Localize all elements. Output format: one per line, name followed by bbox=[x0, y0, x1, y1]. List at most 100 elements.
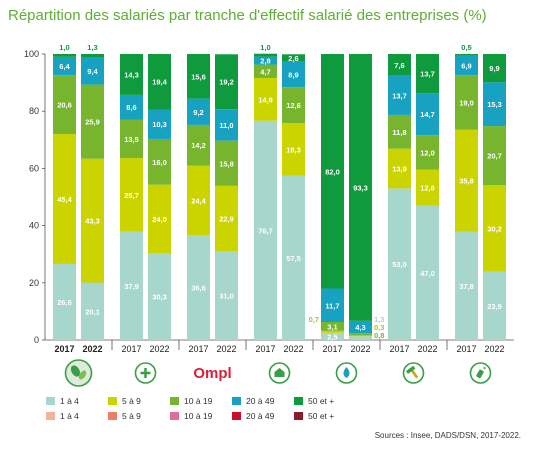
bar-segment bbox=[53, 54, 76, 57]
y-tick-label: 0 bbox=[34, 335, 39, 345]
bar-segment bbox=[53, 56, 76, 76]
bar-segment bbox=[455, 75, 478, 130]
data-label: 13,9 bbox=[392, 165, 407, 174]
bar-segment bbox=[483, 126, 506, 186]
data-label: 19,0 bbox=[459, 98, 474, 107]
bar-segment bbox=[254, 78, 277, 121]
bar-segment bbox=[349, 54, 372, 321]
data-label: 1,0 bbox=[260, 43, 270, 52]
bar-segment bbox=[187, 98, 210, 125]
year-label: 2022 bbox=[82, 344, 102, 354]
data-label: 13,7 bbox=[392, 91, 407, 100]
year-label: 2022 bbox=[283, 344, 303, 354]
year-label: 2017 bbox=[389, 344, 409, 354]
bar-segment bbox=[455, 129, 478, 232]
data-label: 2,5 bbox=[327, 332, 337, 341]
data-label: 43,3 bbox=[85, 217, 100, 226]
data-label: 24,0 bbox=[152, 215, 167, 224]
bar-segment bbox=[215, 54, 238, 110]
bar-segment bbox=[483, 271, 506, 340]
bar-segment bbox=[187, 165, 210, 236]
bar-segment bbox=[388, 188, 411, 340]
spray-icon-dot bbox=[483, 366, 486, 370]
legend-swatch bbox=[108, 397, 117, 405]
year-label: 2017 bbox=[255, 344, 275, 354]
data-label: 57,5 bbox=[286, 254, 301, 263]
data-label: 7,6 bbox=[394, 61, 404, 70]
bar-segment bbox=[215, 140, 238, 186]
bar-segment bbox=[120, 54, 143, 95]
bar-segment bbox=[321, 332, 344, 340]
legend-swatch bbox=[294, 397, 303, 405]
bar-segment bbox=[349, 333, 372, 336]
bar-segment bbox=[416, 54, 439, 94]
bar-segment bbox=[187, 124, 210, 166]
ompl-logo: Ompl bbox=[193, 365, 231, 382]
data-label: 8,9 bbox=[288, 70, 298, 79]
data-label: 4,7 bbox=[260, 67, 270, 76]
bar-segment bbox=[455, 54, 478, 56]
data-label: 0,5 bbox=[461, 43, 471, 52]
data-label: 31,0 bbox=[219, 292, 234, 301]
bar-segment bbox=[81, 282, 104, 340]
data-label: 20,7 bbox=[487, 152, 502, 161]
data-label: 9,9 bbox=[489, 64, 499, 73]
data-label: 20,1 bbox=[85, 307, 100, 316]
data-label: 14,7 bbox=[420, 110, 435, 119]
bar-segment bbox=[388, 114, 411, 149]
legend-swatch bbox=[232, 412, 241, 420]
legend-item: 1 à 4 bbox=[46, 411, 79, 421]
data-label: 11,8 bbox=[392, 128, 406, 137]
data-label: 12,0 bbox=[420, 148, 435, 157]
year-label: 2022 bbox=[149, 344, 169, 354]
legend-label: 10 à 19 bbox=[184, 411, 213, 421]
legend-label: 1 à 4 bbox=[60, 411, 79, 421]
data-label: 15,8 bbox=[219, 159, 234, 168]
bar-segment bbox=[321, 321, 344, 331]
legend-swatch bbox=[294, 412, 303, 420]
data-label: 45,4 bbox=[57, 195, 72, 204]
bar-segment bbox=[53, 263, 76, 340]
data-label: 3,1 bbox=[327, 322, 337, 331]
data-label: 10,3 bbox=[152, 120, 167, 129]
data-label: 12,6 bbox=[286, 101, 301, 110]
year-label: 2022 bbox=[216, 344, 236, 354]
data-label: 19,4 bbox=[152, 78, 167, 87]
y-tick-label: 80 bbox=[29, 106, 39, 116]
legend: 1 à 4 5 à 9 10 à 19 20 à 49 50 et + 1 à 4 5 à … bbox=[46, 396, 516, 426]
bar-segment bbox=[282, 54, 305, 62]
data-label: 16,0 bbox=[152, 158, 167, 167]
legend-swatch bbox=[170, 397, 179, 405]
spray-icon-body bbox=[476, 369, 484, 379]
legend-label: 5 à 9 bbox=[122, 396, 141, 406]
legend-item: 10 à 19 bbox=[170, 411, 212, 421]
bar-segment bbox=[215, 251, 238, 340]
data-label: 14,2 bbox=[191, 141, 206, 150]
bar-segment bbox=[148, 253, 171, 340]
y-tick-label: 60 bbox=[29, 163, 39, 173]
bar-segment bbox=[455, 231, 478, 340]
hammer-icon-head bbox=[405, 365, 416, 374]
legend-swatch bbox=[46, 397, 55, 405]
data-label: 2,6 bbox=[288, 54, 298, 63]
data-label: 15,6 bbox=[191, 72, 206, 81]
legend-label: 50 et + bbox=[308, 411, 335, 421]
year-label: 2017 bbox=[322, 344, 342, 354]
year-label: 2022 bbox=[350, 344, 370, 354]
bar-segment bbox=[349, 335, 372, 337]
data-label: 37,8 bbox=[459, 282, 474, 291]
data-label: 24,4 bbox=[191, 196, 206, 205]
data-label: 82,0 bbox=[325, 167, 340, 176]
bar-segment bbox=[349, 320, 372, 334]
data-label: 9,4 bbox=[87, 67, 98, 76]
data-label: 9,2 bbox=[193, 108, 203, 117]
data-label: 19,2 bbox=[219, 78, 234, 87]
bar-segment bbox=[321, 330, 344, 333]
data-label: 30,3 bbox=[152, 293, 167, 302]
data-label: 1,0 bbox=[59, 43, 69, 52]
legend-label: 5 à 9 bbox=[122, 411, 141, 421]
bar-segment bbox=[282, 87, 305, 124]
data-label: 0,3 bbox=[374, 323, 384, 332]
data-label: 1,3 bbox=[87, 43, 97, 52]
